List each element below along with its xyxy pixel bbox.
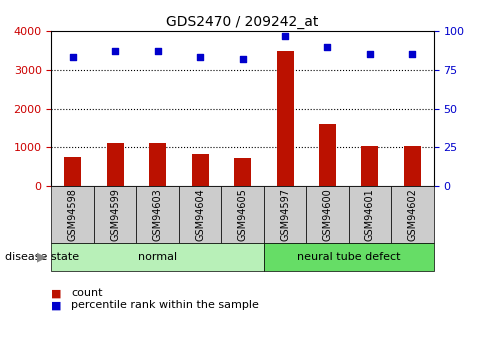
Bar	[179, 186, 221, 243]
Bar	[319, 124, 336, 186]
Bar	[306, 186, 349, 243]
Point	[409, 51, 416, 57]
Text: GSM94603: GSM94603	[152, 188, 163, 241]
Bar	[276, 51, 294, 186]
Bar	[94, 186, 136, 243]
Bar	[234, 158, 251, 186]
Bar	[264, 186, 306, 243]
Text: GSM94602: GSM94602	[407, 188, 417, 241]
Bar	[349, 186, 391, 243]
Point	[239, 56, 246, 62]
Text: GSM94597: GSM94597	[280, 188, 290, 241]
Text: disease state: disease state	[5, 252, 79, 262]
Bar	[391, 186, 434, 243]
Point	[111, 49, 119, 54]
Bar	[362, 146, 378, 186]
Text: GSM94604: GSM94604	[195, 188, 205, 241]
Text: GSM94598: GSM94598	[68, 188, 78, 241]
Text: count: count	[71, 288, 102, 298]
Bar	[192, 155, 209, 186]
Text: neural tube defect: neural tube defect	[297, 252, 400, 262]
Point	[69, 55, 76, 60]
Bar	[404, 146, 421, 186]
Text: ▶: ▶	[37, 250, 47, 264]
Text: GSM94601: GSM94601	[365, 188, 375, 241]
Bar	[107, 143, 123, 186]
Bar	[64, 157, 81, 186]
Text: ■: ■	[51, 288, 62, 298]
Bar	[51, 186, 94, 243]
Point	[196, 55, 204, 60]
Text: normal: normal	[138, 252, 177, 262]
Text: GSM94600: GSM94600	[322, 188, 333, 241]
Point	[323, 44, 331, 49]
Text: GSM94599: GSM94599	[110, 188, 120, 241]
Text: ■: ■	[51, 300, 62, 310]
Bar	[221, 186, 264, 243]
Bar	[136, 186, 179, 243]
Bar	[264, 243, 434, 271]
Text: GSM94605: GSM94605	[238, 188, 247, 241]
Title: GDS2470 / 209242_at: GDS2470 / 209242_at	[167, 14, 318, 29]
Text: percentile rank within the sample: percentile rank within the sample	[71, 300, 259, 310]
Bar	[149, 143, 166, 186]
Point	[366, 51, 374, 57]
Point	[154, 49, 162, 54]
Point	[281, 33, 289, 38]
Bar	[51, 243, 264, 271]
